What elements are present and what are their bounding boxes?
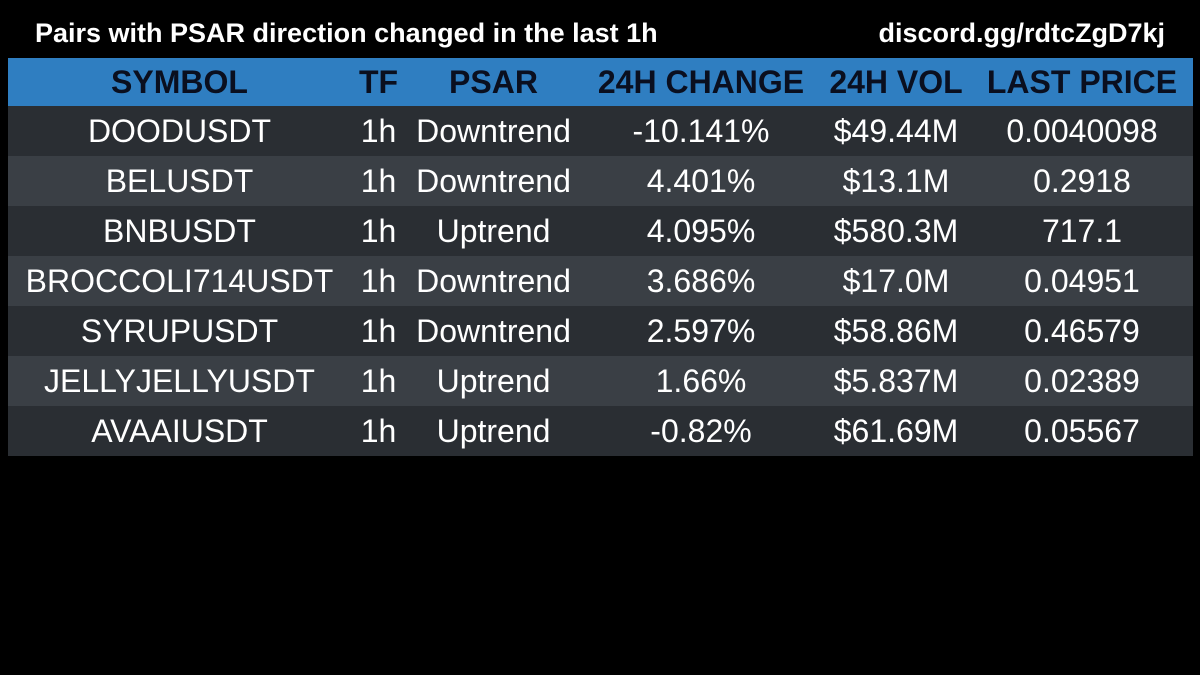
cell-psar: Downtrend	[416, 263, 571, 299]
cell-last-price: 0.0040098	[1006, 113, 1158, 149]
cell-24h-change: 4.095%	[646, 213, 756, 249]
cell-24h-vol: $17.0M	[842, 263, 950, 299]
cell-tf: 1h	[360, 313, 397, 349]
cell-last-price: 0.02389	[1024, 363, 1140, 399]
table-row: AVAAIUSDT 1h Uptrend -0.82% $61.69M 0.05…	[8, 406, 1193, 456]
table-row: BROCCOLI714USDT 1h Downtrend 3.686% $17.…	[8, 256, 1193, 306]
psar-table: SYMBOL TF PSAR 24H CHANGE 24H VOL LAST P…	[8, 58, 1193, 456]
cell-last-price: 0.46579	[1024, 313, 1140, 349]
cell-24h-change: 2.597%	[646, 313, 756, 349]
cell-symbol: BNBUSDT	[103, 213, 256, 249]
cell-last-price: 0.04951	[1024, 263, 1140, 299]
column-header-24h-vol: 24H VOL	[829, 64, 963, 100]
cell-psar: Downtrend	[416, 313, 571, 349]
table-row: DOODUSDT 1h Downtrend -10.141% $49.44M 0…	[8, 106, 1193, 156]
table-row: SYRUPUSDT 1h Downtrend 2.597% $58.86M 0.…	[8, 306, 1193, 356]
column-header-24h-change: 24H CHANGE	[597, 64, 805, 100]
cell-symbol: AVAAIUSDT	[91, 413, 268, 449]
cell-psar: Uptrend	[436, 213, 551, 249]
cell-psar: Uptrend	[436, 413, 551, 449]
cell-symbol: DOODUSDT	[87, 113, 272, 149]
cell-24h-vol: $61.69M	[833, 413, 959, 449]
cell-symbol: SYRUPUSDT	[80, 313, 279, 349]
column-header-last-price: LAST PRICE	[986, 64, 1178, 100]
table-row: BNBUSDT 1h Uptrend 4.095% $580.3M 717.1	[8, 206, 1193, 256]
table-row: BELUSDT 1h Downtrend 4.401% $13.1M 0.291…	[8, 156, 1193, 206]
column-header-tf: TF	[358, 64, 399, 100]
cell-24h-change: -10.141%	[632, 113, 770, 149]
cell-24h-change: 3.686%	[646, 263, 756, 299]
cell-tf: 1h	[360, 213, 397, 249]
cell-tf: 1h	[360, 413, 397, 449]
cell-24h-vol: $5.837M	[833, 363, 959, 399]
cell-last-price: 0.05567	[1024, 413, 1140, 449]
cell-24h-vol: $13.1M	[842, 163, 950, 199]
cell-symbol: BELUSDT	[105, 163, 254, 199]
column-header-symbol: SYMBOL	[111, 64, 248, 100]
cell-24h-vol: $580.3M	[833, 213, 959, 249]
cell-symbol: JELLYJELLYUSDT	[44, 363, 315, 399]
cell-tf: 1h	[360, 113, 397, 149]
cell-last-price: 0.2918	[1033, 163, 1131, 199]
cell-24h-change: -0.82%	[650, 413, 752, 449]
page-title: Pairs with PSAR direction changed in the…	[35, 18, 658, 48]
cell-psar: Downtrend	[416, 113, 571, 149]
cell-tf: 1h	[360, 163, 397, 199]
cell-symbol: BROCCOLI714USDT	[25, 263, 334, 299]
cell-tf: 1h	[360, 263, 397, 299]
table-row: JELLYJELLYUSDT 1h Uptrend 1.66% $5.837M …	[8, 356, 1193, 406]
table-header: SYMBOL TF PSAR 24H CHANGE 24H VOL LAST P…	[8, 58, 1193, 106]
cell-24h-vol: $58.86M	[833, 313, 959, 349]
cell-psar: Uptrend	[436, 363, 551, 399]
cell-last-price: 717.1	[1041, 213, 1123, 249]
column-header-psar: PSAR	[449, 64, 538, 100]
cell-psar: Downtrend	[416, 163, 571, 199]
cell-24h-vol: $49.44M	[833, 113, 959, 149]
discord-link[interactable]: discord.gg/rdtcZgD7kj	[878, 18, 1165, 48]
cell-24h-change: 4.401%	[646, 163, 756, 199]
cell-tf: 1h	[360, 363, 397, 399]
cell-24h-change: 1.66%	[655, 363, 747, 399]
